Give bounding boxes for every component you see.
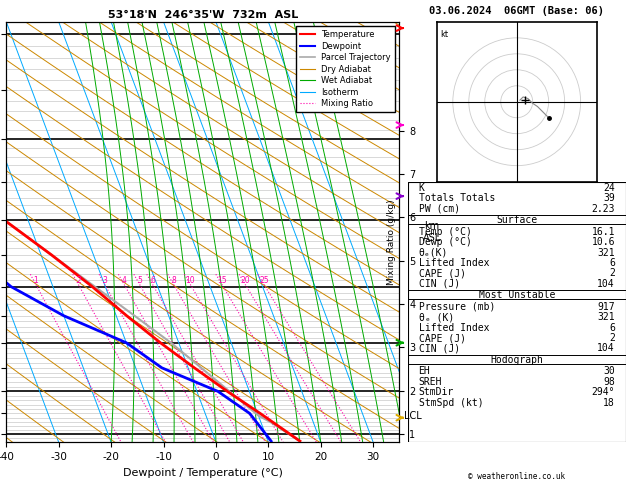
Text: Lifted Index: Lifted Index [418, 323, 489, 332]
Text: 917: 917 [598, 302, 615, 312]
Text: Surface: Surface [496, 215, 537, 225]
Text: 03.06.2024  06GMT (Base: 06): 03.06.2024 06GMT (Base: 06) [429, 6, 604, 16]
Text: 39: 39 [603, 193, 615, 203]
Text: 6: 6 [609, 323, 615, 332]
Text: 321: 321 [598, 312, 615, 322]
Text: 8: 8 [171, 276, 176, 285]
Text: 2: 2 [76, 276, 81, 285]
Text: 104: 104 [598, 279, 615, 289]
Text: Lifted Index: Lifted Index [418, 258, 489, 268]
Text: CIN (J): CIN (J) [418, 344, 460, 353]
Text: EH: EH [418, 366, 430, 376]
Text: Most Unstable: Most Unstable [479, 290, 555, 300]
Text: CAPE (J): CAPE (J) [418, 333, 465, 343]
Legend: Temperature, Dewpoint, Parcel Trajectory, Dry Adiabat, Wet Adiabat, Isotherm, Mi: Temperature, Dewpoint, Parcel Trajectory… [296, 26, 395, 112]
Text: 20: 20 [241, 276, 250, 285]
Text: 2.23: 2.23 [591, 204, 615, 214]
Text: Hodograph: Hodograph [490, 355, 543, 365]
Text: 18: 18 [603, 398, 615, 408]
Text: 16.1: 16.1 [591, 226, 615, 237]
Y-axis label: km
ASL: km ASL [423, 221, 441, 243]
Title: 53°18'N  246°35'W  732m  ASL: 53°18'N 246°35'W 732m ASL [108, 10, 298, 20]
Text: SREH: SREH [418, 377, 442, 387]
Text: θₑ (K): θₑ (K) [418, 312, 454, 322]
Text: 6: 6 [609, 258, 615, 268]
Text: kt: kt [440, 30, 448, 39]
X-axis label: Dewpoint / Temperature (°C): Dewpoint / Temperature (°C) [123, 468, 283, 478]
Text: 2: 2 [609, 268, 615, 278]
Text: LCL: LCL [404, 411, 421, 420]
Text: θₑ(K): θₑ(K) [418, 247, 448, 258]
Text: 2: 2 [609, 333, 615, 343]
Text: StmDir: StmDir [418, 387, 454, 397]
Text: K: K [418, 183, 425, 193]
Text: PW (cm): PW (cm) [418, 204, 460, 214]
Text: 24: 24 [603, 183, 615, 193]
Text: CIN (J): CIN (J) [418, 279, 460, 289]
Text: 321: 321 [598, 247, 615, 258]
Text: CAPE (J): CAPE (J) [418, 268, 465, 278]
Text: 3: 3 [103, 276, 108, 285]
Text: Mixing Ratio (g/kg): Mixing Ratio (g/kg) [387, 199, 396, 285]
Text: 10.6: 10.6 [591, 237, 615, 247]
Text: 1: 1 [33, 276, 38, 285]
Text: 6: 6 [150, 276, 155, 285]
Text: 294°: 294° [591, 387, 615, 397]
Text: 10: 10 [186, 276, 196, 285]
Text: 5: 5 [137, 276, 142, 285]
Text: 4: 4 [122, 276, 127, 285]
Text: 98: 98 [603, 377, 615, 387]
Text: 15: 15 [217, 276, 227, 285]
Text: Temp (°C): Temp (°C) [418, 226, 471, 237]
Text: 104: 104 [598, 344, 615, 353]
Text: 25: 25 [259, 276, 269, 285]
Text: 30: 30 [603, 366, 615, 376]
Text: Pressure (mb): Pressure (mb) [418, 302, 495, 312]
Text: Dewp (°C): Dewp (°C) [418, 237, 471, 247]
Text: Totals Totals: Totals Totals [418, 193, 495, 203]
Text: © weatheronline.co.uk: © weatheronline.co.uk [468, 472, 565, 481]
Text: StmSpd (kt): StmSpd (kt) [418, 398, 483, 408]
